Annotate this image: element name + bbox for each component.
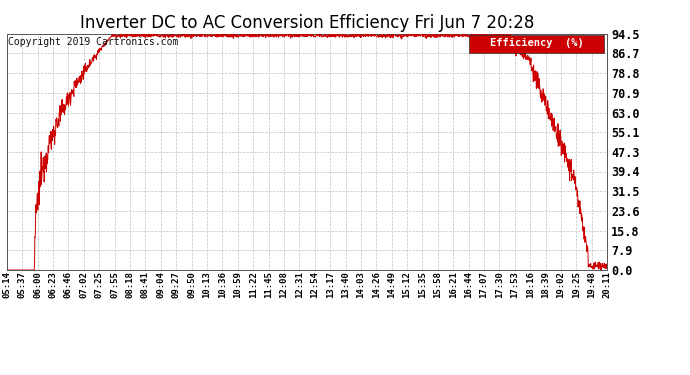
Title: Inverter DC to AC Conversion Efficiency Fri Jun 7 20:28: Inverter DC to AC Conversion Efficiency … [80,14,534,32]
FancyBboxPatch shape [469,35,604,52]
Text: Copyright 2019 Cartronics.com: Copyright 2019 Cartronics.com [8,37,179,47]
Text: Efficiency  (%): Efficiency (%) [490,38,584,48]
